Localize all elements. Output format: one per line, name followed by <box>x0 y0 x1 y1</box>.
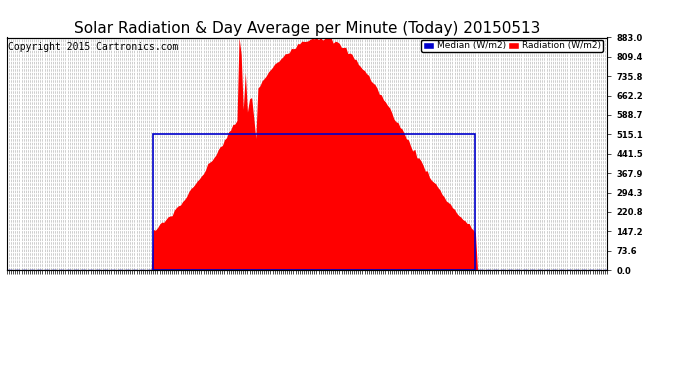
Title: Solar Radiation & Day Average per Minute (Today) 20150513: Solar Radiation & Day Average per Minute… <box>74 21 540 36</box>
Legend: Median (W/m2), Radiation (W/m2): Median (W/m2), Radiation (W/m2) <box>421 40 602 52</box>
Text: Copyright 2015 Cartronics.com: Copyright 2015 Cartronics.com <box>8 42 179 52</box>
Bar <box>153 134 475 270</box>
